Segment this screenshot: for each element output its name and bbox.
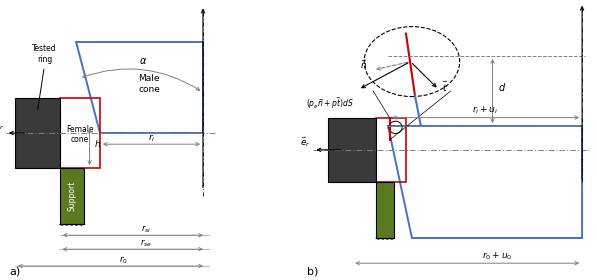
Text: $r_{se}$: $r_{se}$ [140,238,152,249]
Text: $r_i + u_i$: $r_i + u_i$ [472,104,498,115]
Bar [376,182,394,238]
Text: Female
cone: Female cone [66,125,94,144]
Text: $h$: $h$ [94,138,101,149]
Bar [376,118,406,182]
Text: $\vec{e}_r$: $\vec{e}_r$ [300,136,310,149]
Text: $r_{si}$: $r_{si}$ [141,224,151,235]
Text: $d$: $d$ [498,81,507,93]
Text: $r_i$: $r_i$ [148,132,155,143]
Text: b): b) [307,266,319,276]
Text: $r_0 + u_0$: $r_0 + u_0$ [482,251,512,263]
Text: Tested
ring: Tested ring [32,44,57,109]
Text: $\vec{z}$: $\vec{z}$ [205,0,213,3]
Text: $(p_e\vec{n}+p\vec{t})dS$: $(p_e\vec{n}+p\vec{t})dS$ [306,95,353,111]
Text: $\vec{n}$: $\vec{n}$ [360,59,367,71]
Bar [60,98,100,168]
Text: $\vec{t}$: $\vec{t}$ [442,80,448,94]
Bar [60,168,84,224]
Text: $\vec{e}_r$: $\vec{e}_r$ [0,119,5,132]
Text: $\vec{z}$: $\vec{z}$ [585,0,593,3]
Text: $\alpha$: $\alpha$ [139,56,147,66]
Bar [15,98,60,168]
Text: $r_0$: $r_0$ [119,255,128,266]
Bar [328,118,376,182]
Text: Support: Support [67,181,76,211]
Text: Male
cone: Male cone [139,74,160,94]
Text: a): a) [9,266,20,276]
